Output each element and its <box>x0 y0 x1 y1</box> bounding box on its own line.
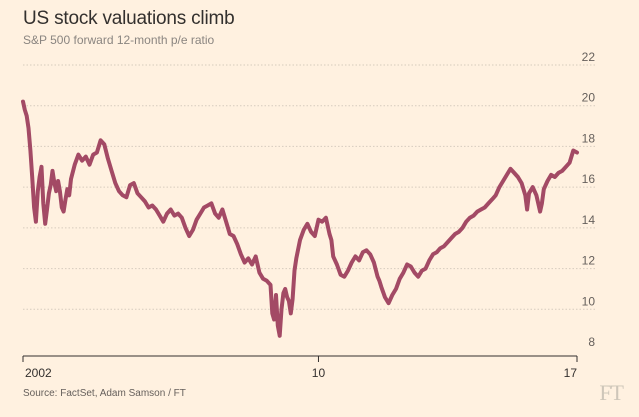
y-tick-label: 10 <box>582 294 596 308</box>
x-tick-label: 17 <box>564 366 578 380</box>
series-line-0 <box>21 99 579 338</box>
gridlines <box>23 64 595 310</box>
y-tick-label: 22 <box>582 50 596 64</box>
y-tick-label: 18 <box>582 131 596 145</box>
y-tick-label: 14 <box>582 213 596 227</box>
y-tick-label: 20 <box>582 91 596 105</box>
y-tick-label: 16 <box>582 172 596 186</box>
ft-logo: FT <box>599 380 624 405</box>
tick-labels: 8 10 12 14 16 18 20 22 2002 10 17 <box>25 50 595 380</box>
x-tick-label: 2002 <box>25 366 52 380</box>
chart-title: US stock valuations climb <box>23 8 235 29</box>
source-note: Source: FactSet, Adam Samson / FT <box>23 388 186 399</box>
y-tick-label: 8 <box>588 335 595 349</box>
x-axis <box>22 355 578 362</box>
chart-subtitle: S&P 500 forward 12-month p/e ratio <box>23 33 215 47</box>
series-layer <box>21 99 579 338</box>
y-tick-label: 12 <box>582 254 596 268</box>
x-tick-label: 10 <box>312 366 326 380</box>
